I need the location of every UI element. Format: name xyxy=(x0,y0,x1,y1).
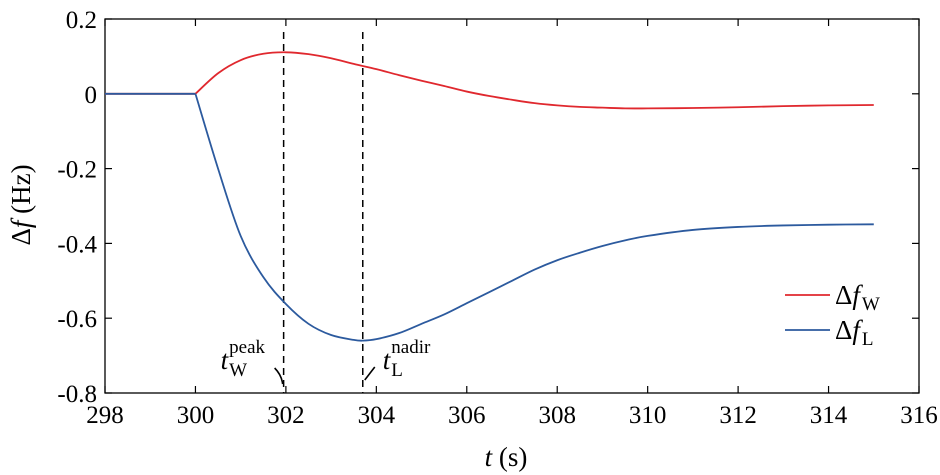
plot-area-border xyxy=(104,18,920,394)
annotation-text: tL xyxy=(383,345,403,381)
legend-label: Δf L xyxy=(835,315,874,350)
y-axis-unit: (Hz) xyxy=(6,164,36,220)
x-tick-label: 312 xyxy=(719,402,757,429)
y-axis-ticks: 0.2 0 -0.2 -0.4 -0.6 -0.8 xyxy=(57,7,919,408)
y-tick-label: -0.6 xyxy=(57,306,97,333)
annotation-text: tW xyxy=(221,345,248,381)
legend-item-w: Δf W xyxy=(785,280,880,315)
x-axis-unit: (s) xyxy=(492,442,527,472)
x-tick-label: 302 xyxy=(267,402,305,429)
legend: Δf WΔf L xyxy=(785,280,880,350)
y-tick-label: -0.8 xyxy=(57,381,97,408)
x-tick-label: 310 xyxy=(629,402,667,429)
y-axis-title: Δf (Hz) xyxy=(6,164,36,245)
axes-frame xyxy=(104,18,920,394)
series-line-l xyxy=(105,92,874,342)
x-tick-label: 298 xyxy=(86,402,124,429)
annotation-sup: peak xyxy=(229,337,265,358)
legend-label: Δf W xyxy=(835,280,880,315)
annotation-lines xyxy=(282,32,364,393)
y-tick-label: -0.2 xyxy=(57,157,97,184)
x-axis-var: t xyxy=(485,442,494,472)
x-tick-label: 308 xyxy=(538,402,576,429)
x-tick-label: 304 xyxy=(358,402,396,429)
x-axis-title: t (s) xyxy=(485,442,528,472)
x-axis-ticks: 298 300 302 304 306 308 310 312 314 316 xyxy=(86,19,938,429)
y-tick-label: 0 xyxy=(85,82,98,109)
y-axis-var: f xyxy=(6,217,36,228)
x-tick-label: 300 xyxy=(177,402,215,429)
y-axis-delta: Δ xyxy=(6,228,36,245)
x-tick-label: 316 xyxy=(900,402,938,429)
y-tick-label: -0.4 xyxy=(57,231,97,258)
series-line-w xyxy=(105,51,874,110)
y-tick-label: 0.2 xyxy=(66,7,97,34)
annotation-sup: nadir xyxy=(391,337,431,358)
annotation-leader xyxy=(274,367,284,385)
annotation-leader xyxy=(364,366,376,381)
x-tick-label: 306 xyxy=(448,402,486,429)
x-tick-label: 314 xyxy=(810,402,848,429)
series-lines xyxy=(105,51,874,342)
legend-item-l: Δf L xyxy=(785,315,874,350)
